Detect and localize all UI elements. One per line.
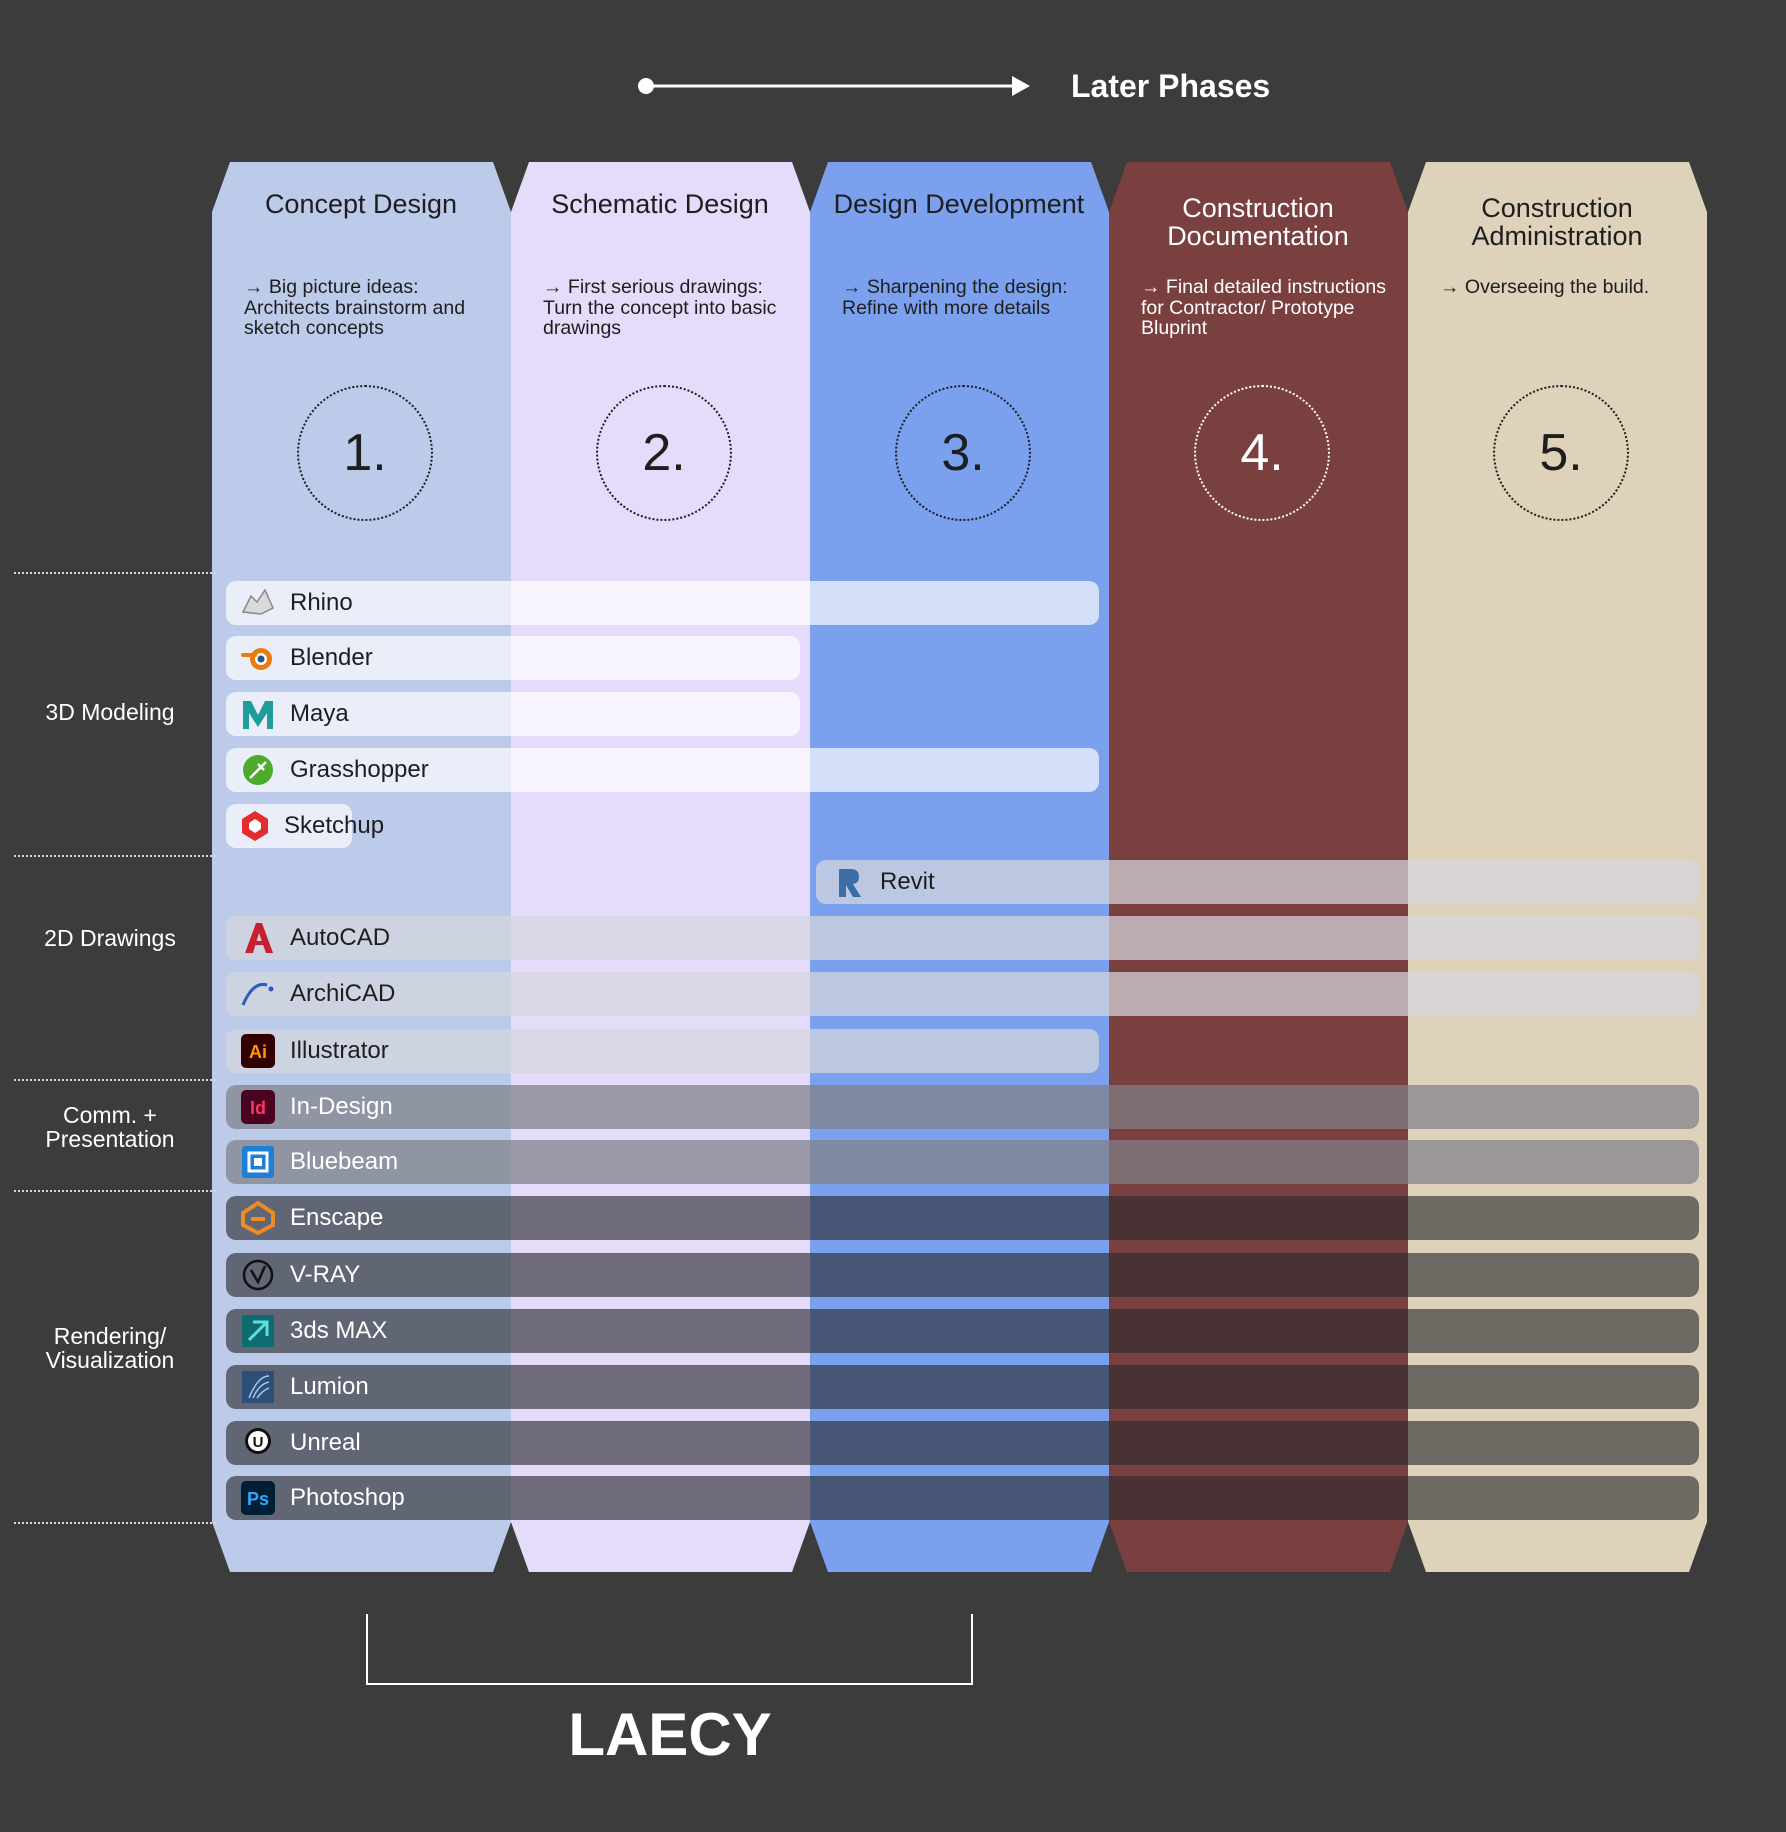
tool-bar-maya: Maya (226, 692, 800, 736)
tool-name: Maya (290, 700, 349, 727)
tool-name: Rhino (290, 589, 353, 616)
phase-description-2: → First serious drawings: Turn the conce… (543, 276, 777, 339)
tool-bar-unreal: U Unreal (226, 1421, 1699, 1465)
3dsmax-icon (236, 1309, 280, 1353)
tool-bar-blender: Blender (226, 636, 800, 680)
tool-name: Photoshop (290, 1484, 405, 1511)
phase-description-3: → Sharpening the design: Refine with mor… (842, 276, 1068, 319)
tool-bar-lumion: Lumion (226, 1365, 1699, 1409)
phase-title-4: Construction Documentation (1167, 193, 1349, 251)
tool-bar-photoshop: Ps Photoshop (226, 1476, 1699, 1520)
phase-title-3: Design Development (833, 189, 1085, 219)
category-divider (14, 1522, 216, 1524)
autocad-icon (236, 916, 280, 960)
maya-icon (236, 692, 280, 736)
phase-title-2: Schematic Design (551, 189, 769, 219)
vray-icon (236, 1253, 280, 1297)
tool-bar-enscape: Enscape (226, 1196, 1699, 1240)
phase-column-2 (511, 162, 810, 1572)
rhino-icon (236, 581, 280, 625)
lumion-icon (236, 1365, 280, 1409)
tool-bar-3ds-max: 3ds MAX (226, 1309, 1699, 1353)
tool-bar-sketchup: Sketchup (226, 804, 384, 848)
sketchup-icon (236, 804, 274, 848)
tool-name: 3ds MAX (290, 1317, 388, 1344)
tool-bar-rhino: Rhino (226, 581, 1099, 625)
category-divider (14, 1079, 216, 1081)
unreal-icon: U (236, 1421, 280, 1465)
revit-icon (826, 860, 870, 904)
tool-bar-bluebeam: Bluebeam (226, 1140, 1699, 1184)
category-label-1: 3D Modeling (45, 699, 175, 725)
tool-name: Revit (880, 868, 935, 895)
indesign-icon: Id (236, 1085, 280, 1129)
blender-icon (236, 636, 280, 680)
svg-text:Id: Id (250, 1098, 266, 1118)
illustrator-icon: Ai (236, 1029, 280, 1073)
tool-bar-v-ray: V-RAY (226, 1253, 1699, 1297)
tool-bar-archicad: ArchiCAD (226, 972, 1699, 1016)
phase-number-5: 5. (1493, 385, 1629, 521)
tool-name: Illustrator (290, 1037, 389, 1064)
bluebeam-icon (236, 1140, 280, 1184)
tool-name: AutoCAD (290, 924, 391, 951)
phase-number-2: 2. (596, 385, 732, 521)
tool-bar-revit: Revit (816, 860, 1699, 904)
timeline-arrow (638, 76, 1030, 96)
tool-name: Grasshopper (290, 756, 429, 783)
tool-name: Enscape (290, 1204, 384, 1231)
grasshopper-icon (236, 748, 280, 792)
phase-number-1: 1. (297, 385, 433, 521)
timeline-arrowhead (1012, 76, 1030, 96)
phase-title-1: Concept Design (264, 189, 458, 219)
photoshop-icon: Ps (236, 1476, 280, 1520)
tool-name: Lumion (290, 1373, 369, 1400)
tool-name: Sketchup (284, 812, 385, 839)
tool-name: Unreal (290, 1429, 361, 1456)
phase-number-4: 4. (1194, 385, 1330, 521)
enscape-icon (236, 1196, 280, 1240)
later-phases-label: Later Phases (1071, 68, 1271, 104)
phase-title-5: Construction Administration (1471, 193, 1643, 251)
phase-number-3: 3. (895, 385, 1031, 521)
category-divider (14, 1190, 216, 1192)
legacy-label: LAECY (568, 1701, 772, 1768)
phase-column-1 (212, 162, 511, 1572)
category-label-4: Rendering/ Visualization (45, 1323, 175, 1373)
tool-bar-autocad: AutoCAD (226, 916, 1699, 960)
tool-name: ArchiCAD (290, 980, 396, 1007)
category-divider (14, 572, 216, 574)
phase-description-5: → Overseeing the build. (1440, 276, 1650, 298)
tool-name: Blender (290, 644, 373, 671)
svg-text:Ps: Ps (247, 1489, 269, 1509)
tool-name: In-Design (290, 1093, 393, 1120)
phase-description-1: → Big picture ideas: Architects brainsto… (244, 276, 466, 339)
archicad-icon (236, 972, 280, 1016)
category-label-3: Comm. + Presentation (45, 1102, 175, 1152)
phase-description-4: → Final detailed instructions for Contra… (1141, 276, 1386, 339)
svg-text:U: U (253, 1434, 264, 1451)
svg-text:Ai: Ai (249, 1042, 267, 1062)
tool-bar-illustrator: Ai Illustrator (226, 1029, 1099, 1073)
category-divider (14, 855, 216, 857)
category-label-2: 2D Drawings (44, 925, 176, 951)
tool-bar-in-design: Id In-Design (226, 1085, 1699, 1129)
tool-name: Bluebeam (290, 1148, 399, 1175)
tool-bar-grasshopper: Grasshopper (226, 748, 1099, 792)
tool-name: V-RAY (290, 1261, 361, 1288)
